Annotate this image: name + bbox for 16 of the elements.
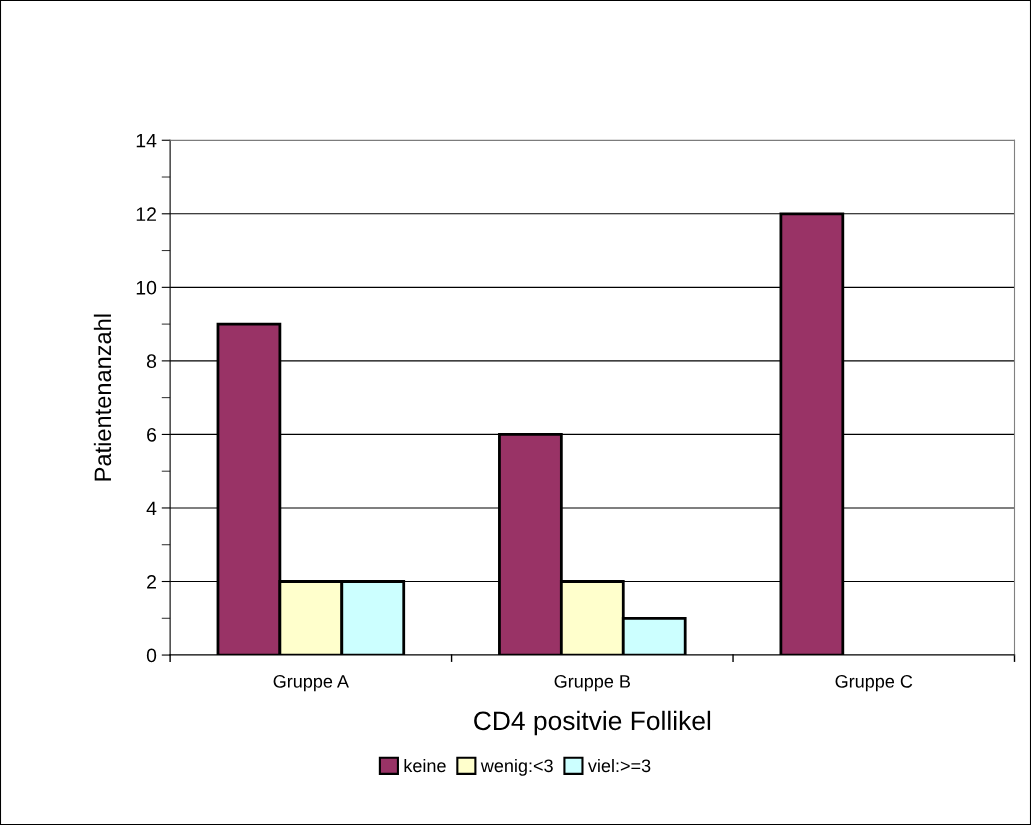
y-tick-label: 6: [147, 427, 157, 442]
y-tick-label: 14: [136, 133, 157, 148]
x-axis-title: CD4 positvie Follikel: [474, 710, 711, 736]
y-tick-label: 0: [146, 648, 157, 663]
y-tick-label: 8: [146, 354, 157, 369]
y-axis-title: Patientenanzahl: [93, 314, 112, 481]
y-tick-label: 12: [136, 207, 156, 221]
legend-label: keine: [404, 758, 446, 773]
x-tick-label: Gruppe C: [835, 674, 913, 692]
x-tick-label: Gruppe B: [554, 674, 630, 692]
y-tick-label: 10: [136, 280, 157, 295]
x-tick-label: Gruppe A: [273, 674, 349, 692]
y-tick-label: 4: [146, 501, 157, 516]
legend-label: wenig:<3: [480, 758, 553, 776]
legend-label: viel:>=3: [587, 758, 651, 773]
y-tick-label: 2: [147, 574, 156, 589]
